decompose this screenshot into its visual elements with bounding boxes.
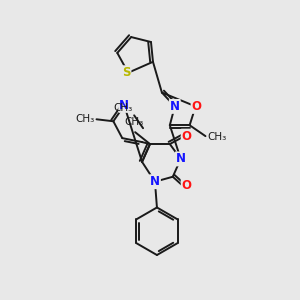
Text: CH₃: CH₃ xyxy=(208,132,227,142)
Text: CH₃: CH₃ xyxy=(124,117,144,127)
Text: N: N xyxy=(170,100,180,113)
Text: O: O xyxy=(192,100,202,113)
Text: N: N xyxy=(119,99,129,112)
Text: S: S xyxy=(122,66,130,79)
Text: N: N xyxy=(176,152,186,165)
Text: N: N xyxy=(150,175,160,188)
Text: O: O xyxy=(182,130,192,142)
Text: O: O xyxy=(182,179,192,192)
Text: CH₃: CH₃ xyxy=(113,103,132,113)
Text: CH₃: CH₃ xyxy=(75,114,94,124)
